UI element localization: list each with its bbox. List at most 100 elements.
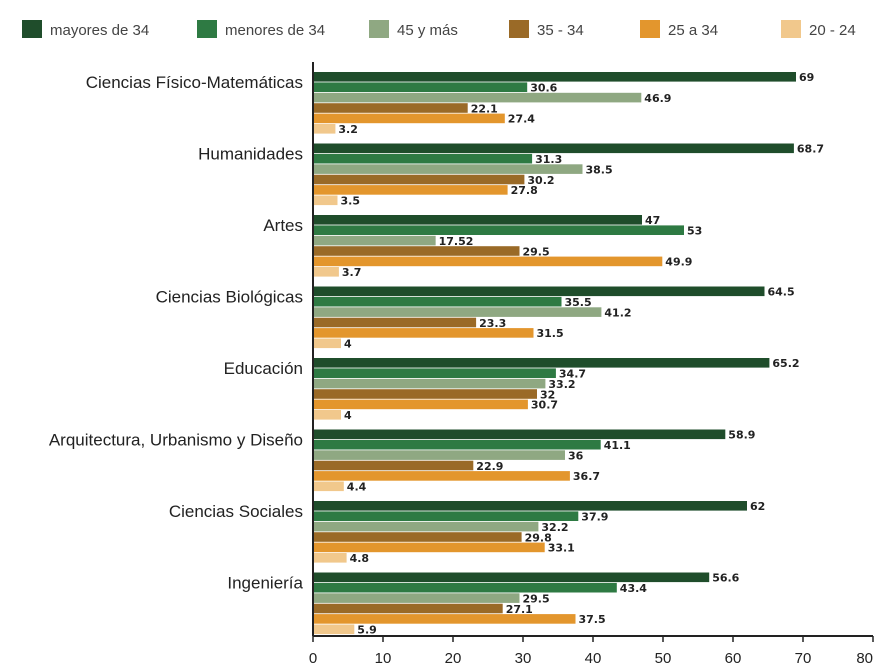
data-label-5-6: 4 <box>344 409 352 422</box>
bar-5-6 <box>313 410 341 420</box>
bar-5-2 <box>313 368 556 378</box>
bar-3-5 <box>313 256 663 267</box>
data-label-3-6: 3.7 <box>342 266 362 279</box>
category-label-6: Arquitectura, Urbanismo y Diseño <box>49 431 303 450</box>
bar-6-5 <box>313 471 570 481</box>
x-tick-label-8: 70 <box>795 650 812 667</box>
bar-6-6 <box>313 481 344 492</box>
data-label-8-6: 5.9 <box>357 624 377 637</box>
category-label-7: Ciencias Sociales <box>169 502 303 521</box>
bar-4-2 <box>313 296 562 307</box>
bar-7-5 <box>313 542 545 553</box>
data-label-5-5: 30.7 <box>531 399 558 412</box>
bar-4-5 <box>313 328 534 338</box>
data-label-1-4: 22.1 <box>471 102 498 115</box>
data-label-5-4: 32 <box>540 388 555 401</box>
bar-6-3 <box>313 450 565 460</box>
data-label-8-4: 27.1 <box>506 603 533 616</box>
data-label-1-5: 27.4 <box>508 113 535 126</box>
data-label-4-6: 4 <box>344 338 352 351</box>
data-label-6-1: 58.9 <box>728 429 755 442</box>
data-label-8-5: 37.5 <box>579 613 606 626</box>
bar-1-3 <box>313 92 642 103</box>
data-label-5-1: 65.2 <box>772 357 799 370</box>
bar-7-3 <box>313 521 539 532</box>
bar-1-5 <box>313 113 505 124</box>
data-label-5-3: 33.2 <box>548 378 575 391</box>
x-tick-label-1: 0 <box>309 650 317 667</box>
bar-3-6 <box>313 267 339 277</box>
bar-1-4 <box>313 103 468 113</box>
data-label-4-1: 64.5 <box>768 286 795 299</box>
bar-2-6 <box>313 195 338 206</box>
x-axis: 0 10 20 30 40 50 60 70 80 <box>309 62 874 667</box>
data-label-4-5: 31.5 <box>537 327 564 340</box>
legend-swatch-1 <box>22 20 42 38</box>
bar-5-1 <box>313 358 770 368</box>
data-label-5-2: 34.7 <box>559 368 586 381</box>
data-label-2-6: 3.5 <box>341 195 361 208</box>
legend-swatch-5 <box>640 20 660 38</box>
bar-8-5 <box>313 614 576 624</box>
legend-label-4: 35 - 34 <box>537 22 584 39</box>
data-label-4-2: 35.5 <box>565 296 592 309</box>
category-label-2: Humanidades <box>198 145 303 164</box>
legend-swatch-4 <box>509 20 529 38</box>
bar-2-5 <box>313 185 508 195</box>
data-label-3-4: 29.5 <box>523 245 550 258</box>
bar-2-1 <box>313 143 794 154</box>
data-label-7-2: 37.9 <box>581 511 608 524</box>
data-label-2-1: 68.7 <box>797 143 824 156</box>
bar-1-6 <box>313 124 336 134</box>
legend-label-1: mayores de 34 <box>50 22 149 39</box>
category-labels: Ciencias Físico-Matemáticas Humanidades Ar… <box>49 73 304 593</box>
data-label-6-2: 41.1 <box>604 439 631 452</box>
bar-3-3 <box>313 235 436 246</box>
legend-swatch-2 <box>197 20 217 38</box>
bar-8-4 <box>313 603 503 614</box>
x-tick-label-3: 20 <box>445 650 462 667</box>
data-label-4-4: 23.3 <box>479 317 506 330</box>
data-label-1-2: 30.6 <box>530 82 557 95</box>
data-label-3-3: 17.52 <box>439 235 474 248</box>
bar-5-4 <box>313 389 537 399</box>
bar-6-2 <box>313 439 601 450</box>
bar-1-2 <box>313 82 528 92</box>
bar-2-2 <box>313 153 533 164</box>
data-label-8-3: 29.5 <box>523 592 550 605</box>
data-label-7-4: 29.8 <box>525 531 552 544</box>
legend: mayores de 34 menores de 34 45 y más 35 - 3… <box>22 20 856 39</box>
x-tick-label-2: 10 <box>375 650 392 667</box>
legend-label-5: 25 a 34 <box>668 22 718 39</box>
data-label-2-3: 38.5 <box>586 163 613 176</box>
legend-label-6: 20 - 24 <box>809 22 856 39</box>
x-tick-label-9: 80 <box>856 650 873 667</box>
bar-8-6 <box>313 624 355 635</box>
bar-4-6 <box>313 338 341 349</box>
category-label-4: Ciencias Biológicas <box>156 288 303 307</box>
data-label-1-1: 69 <box>799 71 814 84</box>
data-label-2-2: 31.3 <box>535 153 562 166</box>
data-labels: 6930.646.922.127.43.268.731.338.530.227.… <box>338 71 824 637</box>
data-label-3-5: 49.9 <box>665 256 692 269</box>
bars <box>313 72 796 635</box>
bar-3-2 <box>313 225 684 235</box>
bar-7-6 <box>313 553 347 563</box>
data-label-8-2: 43.4 <box>620 582 647 595</box>
data-label-3-1: 47 <box>645 214 660 227</box>
bar-5-5 <box>313 399 528 410</box>
data-label-6-5: 36.7 <box>573 470 600 483</box>
category-label-3: Artes <box>263 216 303 235</box>
data-label-4-3: 41.2 <box>604 306 631 319</box>
data-label-8-1: 56.6 <box>712 572 739 585</box>
bar-5-3 <box>313 378 546 389</box>
data-label-2-5: 27.8 <box>511 184 538 197</box>
bar-1-1 <box>313 72 796 82</box>
data-label-7-3: 32.2 <box>541 521 568 534</box>
bar-7-4 <box>313 532 522 542</box>
bar-6-1 <box>313 429 726 440</box>
x-tick-label-7: 60 <box>725 650 742 667</box>
bar-2-3 <box>313 164 583 174</box>
bar-4-4 <box>313 317 477 328</box>
